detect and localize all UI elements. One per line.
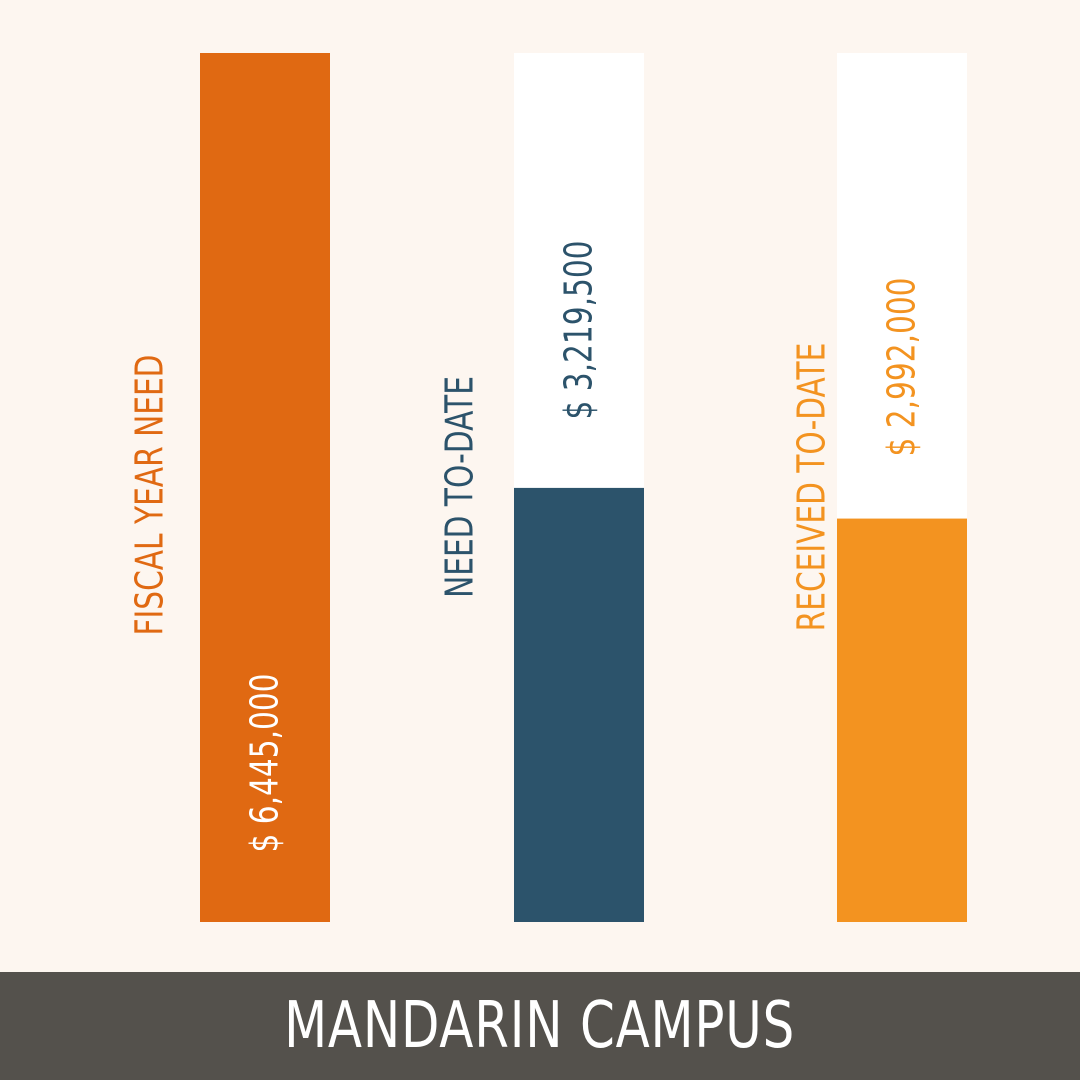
- footer-banner: MANDARIN CAMPUS: [0, 972, 1080, 1080]
- value-label-fiscal-year-need: $ 6,445,000: [243, 673, 288, 852]
- category-label-received-to-date: RECEIVED TO-DATE: [790, 343, 835, 632]
- bar-chart: FISCAL YEAR NEED $ 6,445,000 NEED TO-DATE $…: [128, 53, 967, 922]
- bar-need-to-date: [514, 487, 644, 922]
- category-label-fiscal-year-need: FISCAL YEAR NEED: [128, 355, 173, 636]
- category-label-need-to-date: NEED TO-DATE: [438, 376, 483, 598]
- value-label-received-to-date: $ 2,992,000: [880, 277, 925, 456]
- bar-received-to-date: [837, 518, 967, 922]
- footer-title: MANDARIN CAMPUS: [284, 989, 796, 1063]
- value-label-need-to-date: $ 3,219,500: [557, 240, 602, 419]
- bar-fiscal-year-need: [200, 53, 330, 922]
